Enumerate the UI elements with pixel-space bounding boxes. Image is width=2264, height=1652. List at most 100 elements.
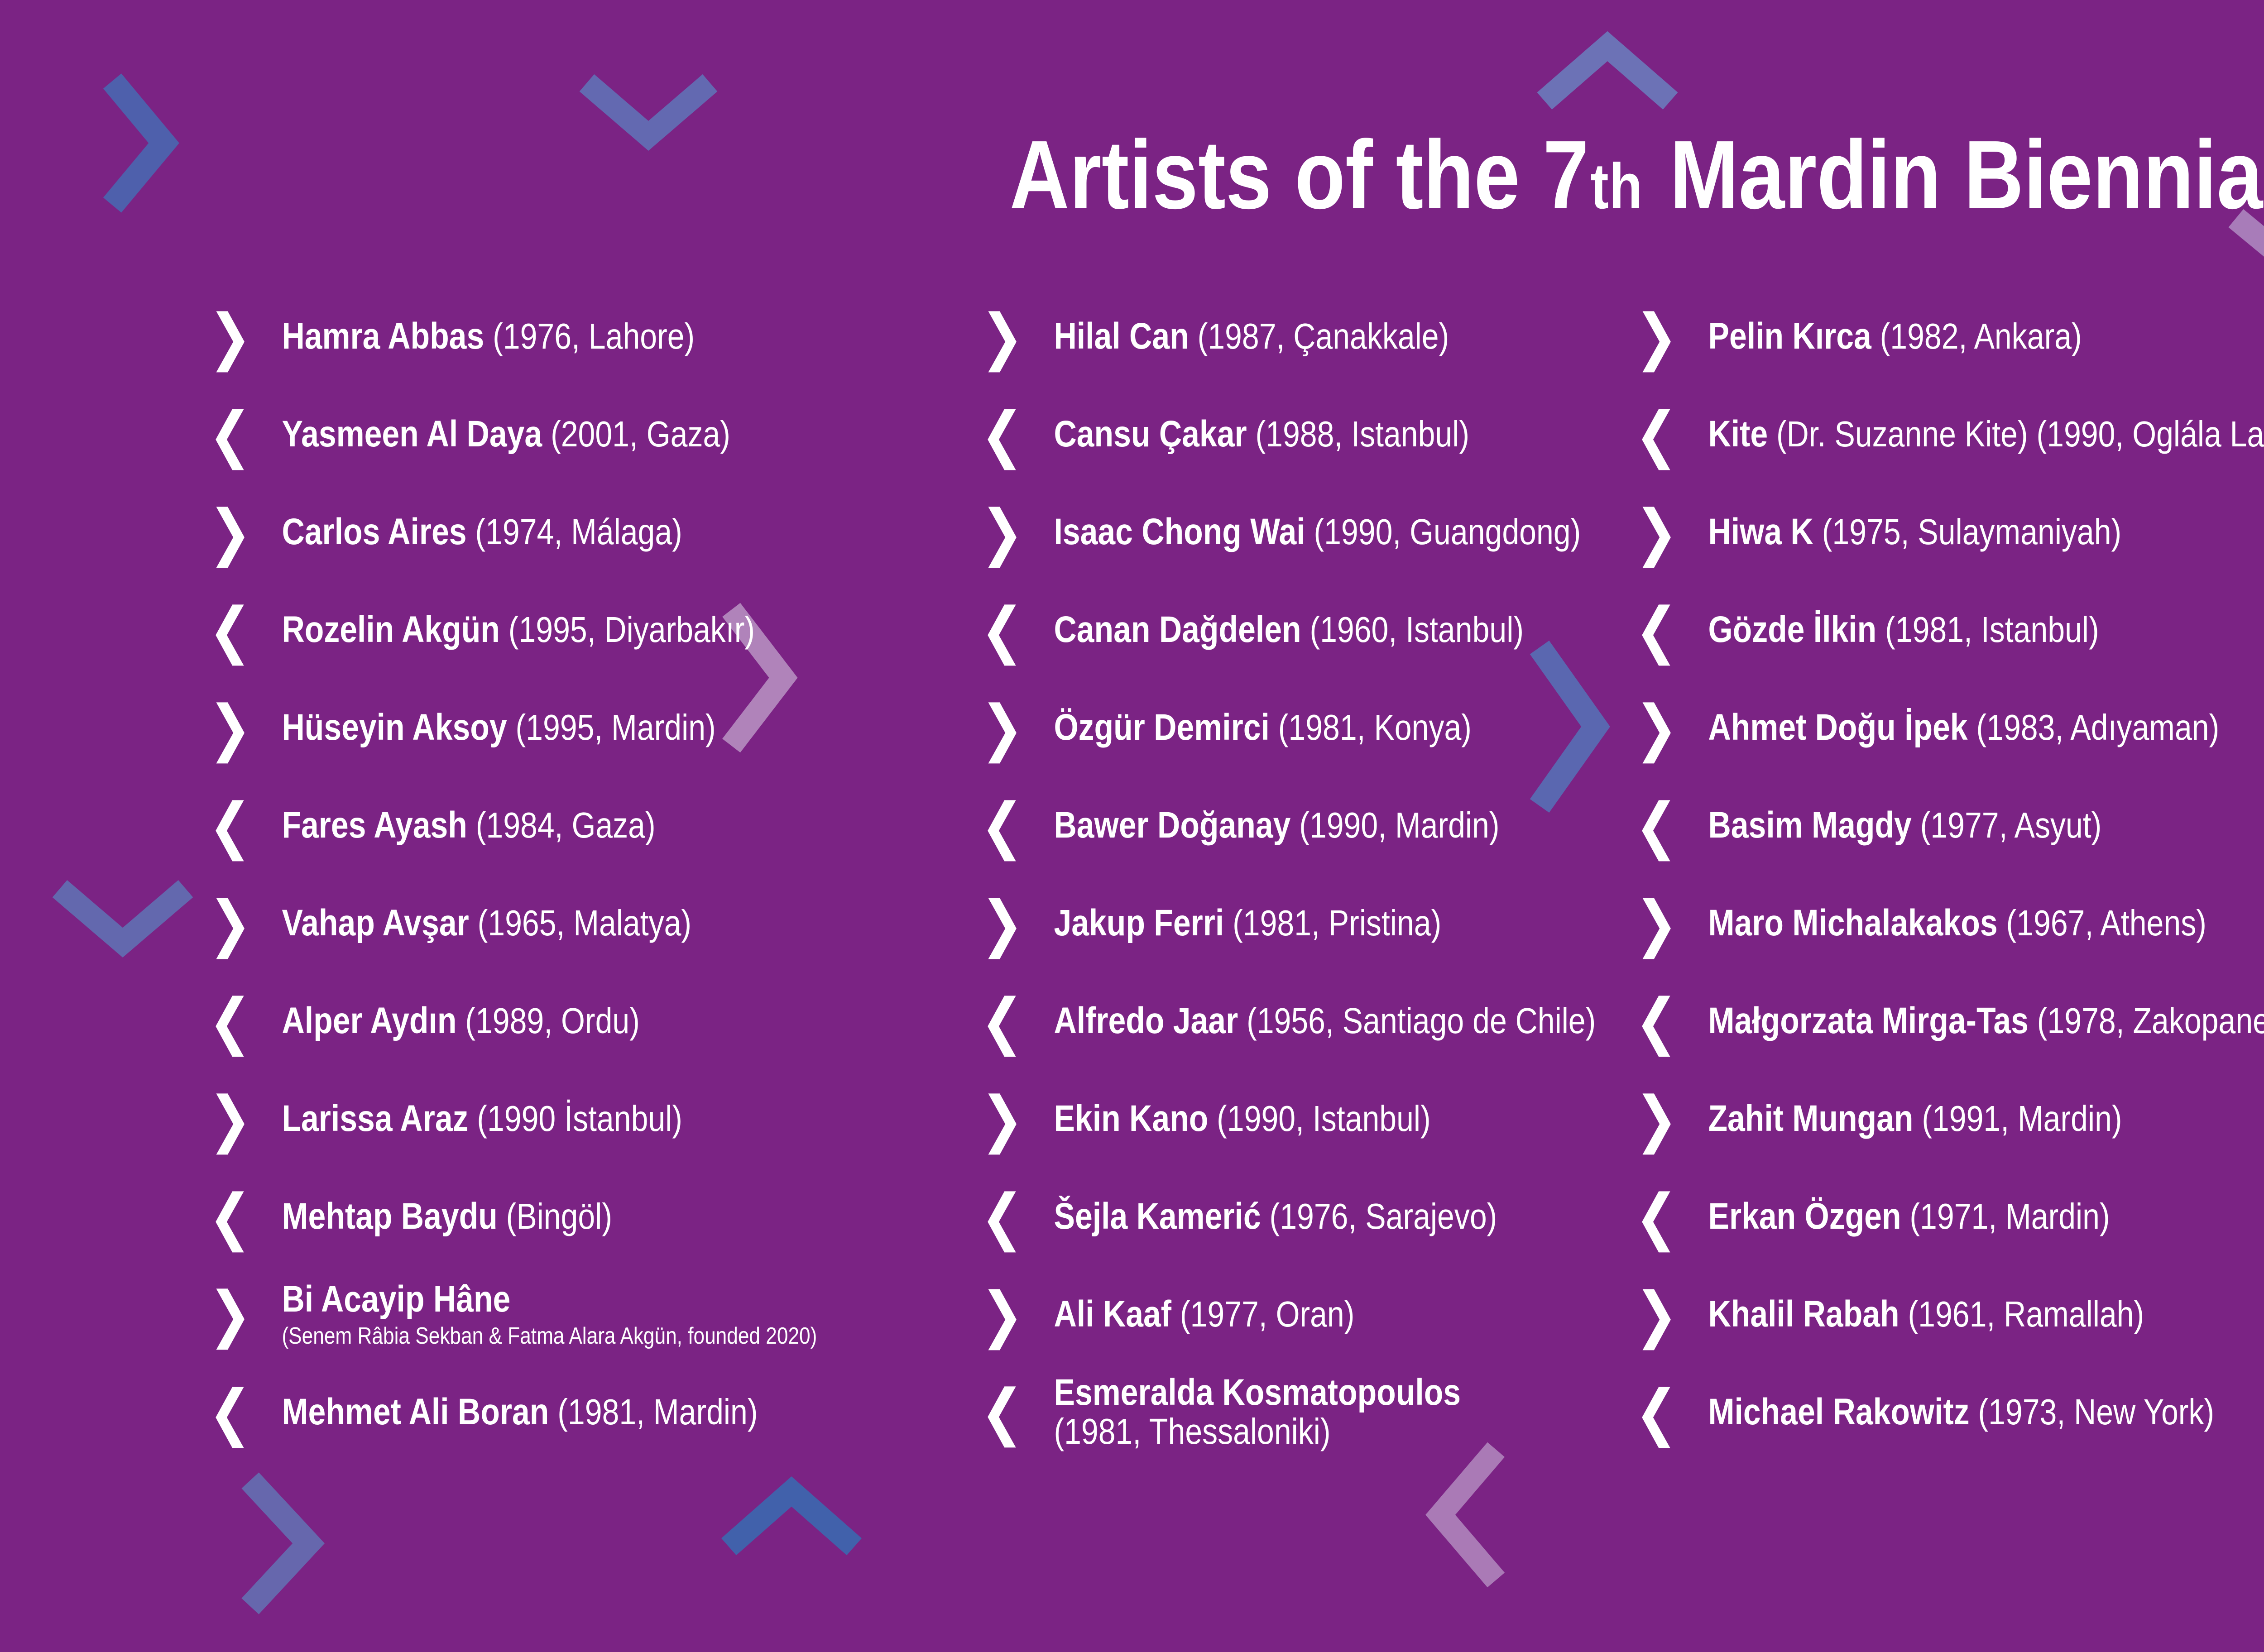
artist-entry: Bawer Doğanay (1990, Mardin)	[1054, 804, 1500, 846]
artist-details: (1973, New York)	[1969, 1391, 2215, 1432]
chevron-left-icon: ❮	[208, 398, 252, 470]
artist-row: ❯ Isaac Chong Wai (1990, Guangdong)	[980, 483, 1704, 581]
artist-name: Hamra Abbas	[282, 315, 484, 357]
artist-name: Rozelin Akgün	[282, 608, 500, 650]
artist-details: (1987, Çanakkale)	[1189, 316, 1449, 356]
artist-entry: Erkan Özgen (1971, Mardin)	[1708, 1197, 2110, 1236]
artist-entry: Rozelin Akgün (1995, Diyarbakır)	[282, 610, 755, 650]
artist-name: Bawer Doğanay	[1054, 804, 1291, 846]
artist-row: ❮ Kite (Dr. Suzanne Kite) (1990, Oglála L…	[1635, 385, 2264, 483]
artist-name: Michael Rakowitz	[1708, 1391, 1970, 1432]
chevron-right-icon: ❯	[1635, 1083, 1679, 1154]
artist-details: (1981, Thessaloniki)	[1054, 1411, 1331, 1452]
artist-name: Erkan Özgen	[1708, 1195, 1901, 1237]
artist-row: ❯ Hüseyin Aksoy (1995, Mardin)	[208, 679, 925, 776]
artist-row: ❮ Mehtap Baydu (Bingöl)	[208, 1168, 925, 1265]
artist-row: ❮ Alper Aydın (1989, Ordu)	[208, 972, 925, 1070]
artist-name: Ekin Kano	[1054, 1097, 1209, 1139]
chevron-right-icon: ❯	[208, 692, 252, 763]
artist-entry: Ahmet Doğu İpek (1983, Adıyaman)	[1708, 708, 2219, 747]
chevron-left-icon: ❮	[208, 1376, 252, 1448]
chevron-right-icon: ❯	[1635, 301, 1679, 372]
chevron-right-icon: ❯	[208, 1083, 252, 1154]
artist-entry: Kite (Dr. Suzanne Kite) (1990, Oglála La…	[1708, 413, 2264, 455]
artist-entry: Esmeralda Kosmatopoulos (1981, Thessaloni…	[1054, 1373, 1461, 1451]
artist-details: (1990, Mardin)	[1290, 804, 1500, 845]
artist-entry: Fares Ayash (1984, Gaza)	[282, 804, 656, 845]
chevron-left-icon	[1425, 1442, 1505, 1588]
chevron-right-icon: ❯	[208, 887, 252, 959]
artist-details: (1990, Guangdong)	[1305, 511, 1581, 552]
chevron-down-icon	[52, 880, 193, 958]
artist-name: Carlos Aires	[282, 511, 467, 552]
artist-details: (1961, Ramallah)	[1899, 1293, 2144, 1334]
artist-entry: Hiwa K (1975, Sulaymaniyah)	[1708, 512, 2121, 552]
artist-name: Hüseyin Aksoy	[282, 706, 507, 748]
artist-row: ❯ Hiwa K (1975, Sulaymaniyah)	[1635, 483, 2264, 581]
artist-name: Alper Aydın	[282, 1000, 457, 1041]
artist-entry: Zahit Mungan (1991, Mardin)	[1708, 1099, 2122, 1139]
artist-entry: Gözde İlkin (1981, Istanbul)	[1708, 610, 2099, 650]
artist-name: Šejla Kamerić	[1054, 1195, 1261, 1237]
artist-entry: Małgorzata Mirga-Tas (1978, Zakopane)	[1708, 1001, 2264, 1041]
artist-name: Alfredo Jaar	[1054, 1000, 1238, 1041]
chevron-down-icon	[2228, 209, 2264, 257]
artist-details: (1984, Gaza)	[467, 804, 656, 845]
artist-row: ❯ Ahmet Doğu İpek (1983, Adıyaman)	[1635, 679, 2264, 776]
chevron-right-icon	[241, 1472, 325, 1614]
page-title: Artists of the 7th Mardin Biennial	[0, 126, 2264, 223]
artist-entry: Alfredo Jaar (1956, Santiago de Chile)	[1054, 1001, 1596, 1041]
chevron-left-icon: ❮	[208, 1181, 252, 1252]
artist-name: Mehtap Baydu	[282, 1195, 498, 1237]
artist-row: ❮ Mehmet Ali Boran (1981, Mardin)	[208, 1363, 925, 1461]
artist-row: ❮ Canan Dağdelen (1960, Istanbul)	[980, 581, 1704, 679]
artist-entry: Hilal Can (1987, Çanakkale)	[1054, 316, 1449, 356]
artist-row: ❯ Khalil Rabah (1961, Ramallah)	[1635, 1265, 2264, 1363]
artist-details: (1995, Diyarbakır)	[499, 609, 755, 650]
chevron-left-icon: ❮	[208, 594, 252, 666]
chevron-left-icon: ❮	[1635, 1181, 1679, 1252]
chevron-left-icon: ❮	[980, 398, 1024, 470]
artist-row: ❮ Rozelin Akgün (1995, Diyarbakır)	[208, 581, 925, 679]
chevron-right-icon: ❯	[1635, 496, 1679, 568]
artist-column-2: ❯ Hilal Can (1987, Çanakkale) ❮ Cansu Çakar…	[980, 287, 1704, 1461]
chevron-right-icon: ❯	[1635, 1279, 1679, 1350]
artist-row: ❯ Bi Acayip Hâne (Senem Râbia Sekban & Fat…	[208, 1265, 925, 1363]
artist-subtext: (Senem Râbia Sekban & Fatma Alara Akgün,…	[282, 1322, 817, 1349]
artist-details: (1981, Mardin)	[549, 1391, 758, 1432]
artist-row: ❮ Cansu Çakar (1988, Istanbul)	[980, 385, 1704, 483]
artist-entry: Isaac Chong Wai (1990, Guangdong)	[1054, 512, 1581, 552]
artist-row: ❮ Gözde İlkin (1981, Istanbul)	[1635, 581, 2264, 679]
chevron-left-icon: ❮	[1635, 790, 1679, 861]
artist-name: Kite	[1708, 413, 1768, 455]
chevron-right-icon: ❯	[208, 1279, 252, 1350]
artist-name: Hiwa K	[1708, 511, 1813, 552]
artist-row: ❮ Erkan Özgen (1971, Mardin)	[1635, 1168, 2264, 1265]
artist-entry: Pelin Kırca (1982, Ankara)	[1708, 315, 2082, 357]
artist-name: Mehmet Ali Boran	[282, 1391, 549, 1432]
chevron-right-icon	[722, 603, 798, 753]
chevron-right-icon: ❯	[208, 301, 252, 372]
artist-row: ❮ Bawer Doğanay (1990, Mardin)	[980, 776, 1704, 874]
artist-details: (1981, Istanbul)	[1876, 609, 2099, 650]
artist-entry: Basim Magdy (1977, Asyut)	[1708, 805, 2101, 845]
artist-entry: Vahap Avşar (1965, Malatya)	[282, 903, 691, 943]
artist-details: (1982, Ankara)	[1871, 316, 2082, 356]
chevron-right-icon: ❯	[980, 1083, 1024, 1154]
chevron-left-icon: ❮	[980, 790, 1024, 861]
artist-name: Pelin Kırca	[1708, 315, 1871, 357]
artist-name: Özgür Demirci	[1054, 706, 1270, 748]
artist-row: ❯ Hamra Abbas (1976, Lahore)	[208, 287, 925, 385]
artist-row: ❯ Carlos Aires (1974, Málaga)	[208, 483, 925, 581]
artist-entry: Alper Aydın (1989, Ordu)	[282, 1001, 639, 1041]
artist-row: ❮ Fares Ayash (1984, Gaza)	[208, 776, 925, 874]
artist-row: ❯ Vahap Avşar (1965, Malatya)	[208, 874, 925, 972]
artist-name: Ahmet Doğu İpek	[1708, 706, 1968, 748]
chevron-left-icon: ❮	[208, 985, 252, 1057]
artist-details: (1995, Mardin)	[507, 707, 716, 747]
artist-row: ❯ Özgür Demirci (1981, Konya)	[980, 679, 1704, 776]
artist-entry: Mehmet Ali Boran (1981, Mardin)	[282, 1391, 758, 1432]
artist-entry: Khalil Rabah (1961, Ramallah)	[1708, 1293, 2144, 1334]
chevron-left-icon: ❮	[1635, 1376, 1679, 1448]
